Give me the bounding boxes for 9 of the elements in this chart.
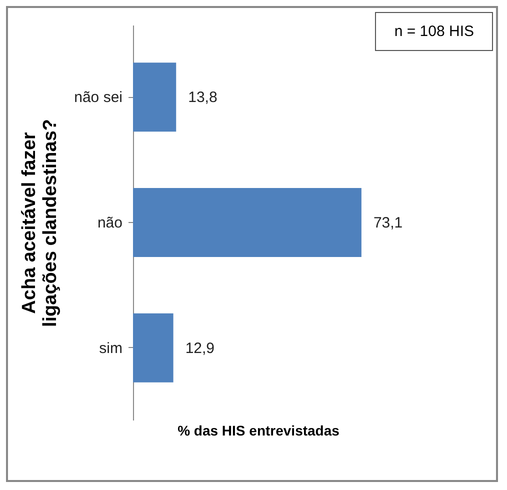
text: n = 108 HIS xyxy=(375,12,493,51)
y-tick-label: não xyxy=(97,214,122,232)
data-label: 73,1 xyxy=(373,214,403,232)
y-axis-title: Acha aceitável fazer ligações clandestinas? xyxy=(19,118,62,328)
y-tick-label: não sei xyxy=(74,89,122,106)
data-label: 13,8 xyxy=(188,89,218,106)
data-label: 12,9 xyxy=(185,340,215,357)
y-tick-label: sim xyxy=(99,340,122,357)
x-axis-title: % das HIS entrevistadas xyxy=(178,422,340,438)
